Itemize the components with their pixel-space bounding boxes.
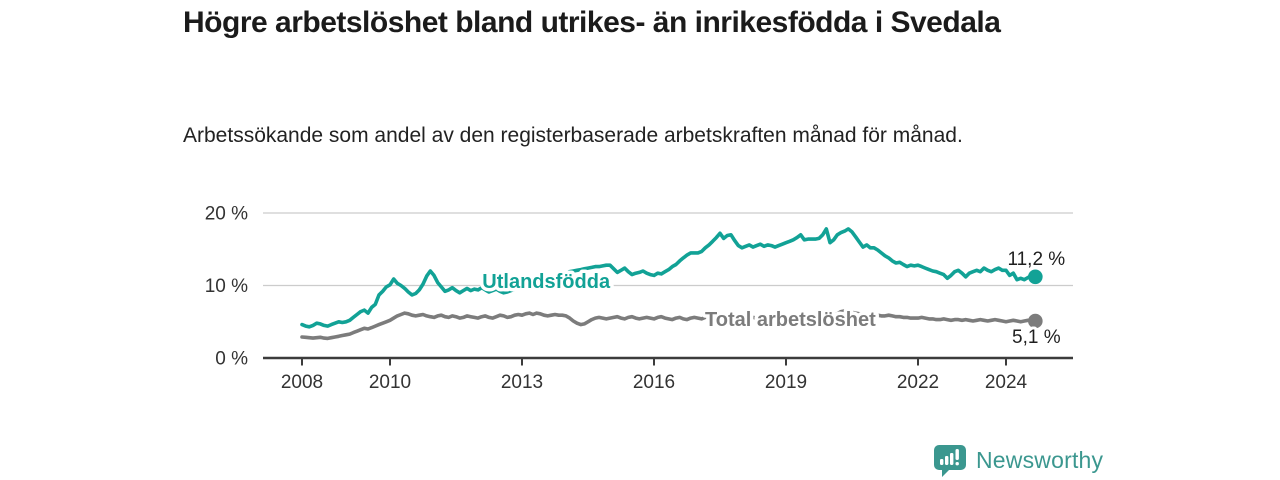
y-axis-tick-label: 20 % <box>205 204 248 225</box>
y-axis-tick-label: 0 % <box>215 349 248 370</box>
x-axis-tick-label: 2019 <box>765 372 807 393</box>
page-title: Högre arbetslöshet bland utrikes- än inr… <box>183 6 1001 39</box>
series-end-value-label-utlandsfodda: 11,2 % <box>1007 249 1065 270</box>
x-axis-tick-label: 2016 <box>633 372 675 393</box>
series-end-dot-utlandsfodda <box>1028 269 1043 285</box>
series-inline-label-utlandsfodda: Utlandsfödda <box>482 271 611 293</box>
x-axis-tick-label: 2024 <box>985 372 1028 393</box>
x-axis-tick-label: 2010 <box>369 372 411 393</box>
brand-name: Newsworthy <box>976 447 1104 473</box>
newsworthy-chart-bubble-icon <box>934 445 966 477</box>
x-axis-tick-label: 2013 <box>501 372 543 393</box>
series-line-utlandsfodda <box>300 227 1038 329</box>
chart-subtitle: Arbetssökande som andel av den registerb… <box>183 124 963 147</box>
series-line-total-arbetsloshet <box>300 309 1038 341</box>
x-axis-tick-label: 2022 <box>897 372 939 393</box>
series-end-dot-total-arbetsloshet <box>1028 313 1043 329</box>
x-axis-tick-label: 2008 <box>281 372 323 393</box>
series-inline-label-total-arbetsloshet: Total arbetslöshet <box>705 309 876 331</box>
series-end-value-label-total-arbetsloshet: 5,1 % <box>1012 327 1061 348</box>
y-axis-tick-label: 10 % <box>205 276 248 297</box>
newsworthy-logo[interactable]: Newsworthy <box>933 444 1103 477</box>
